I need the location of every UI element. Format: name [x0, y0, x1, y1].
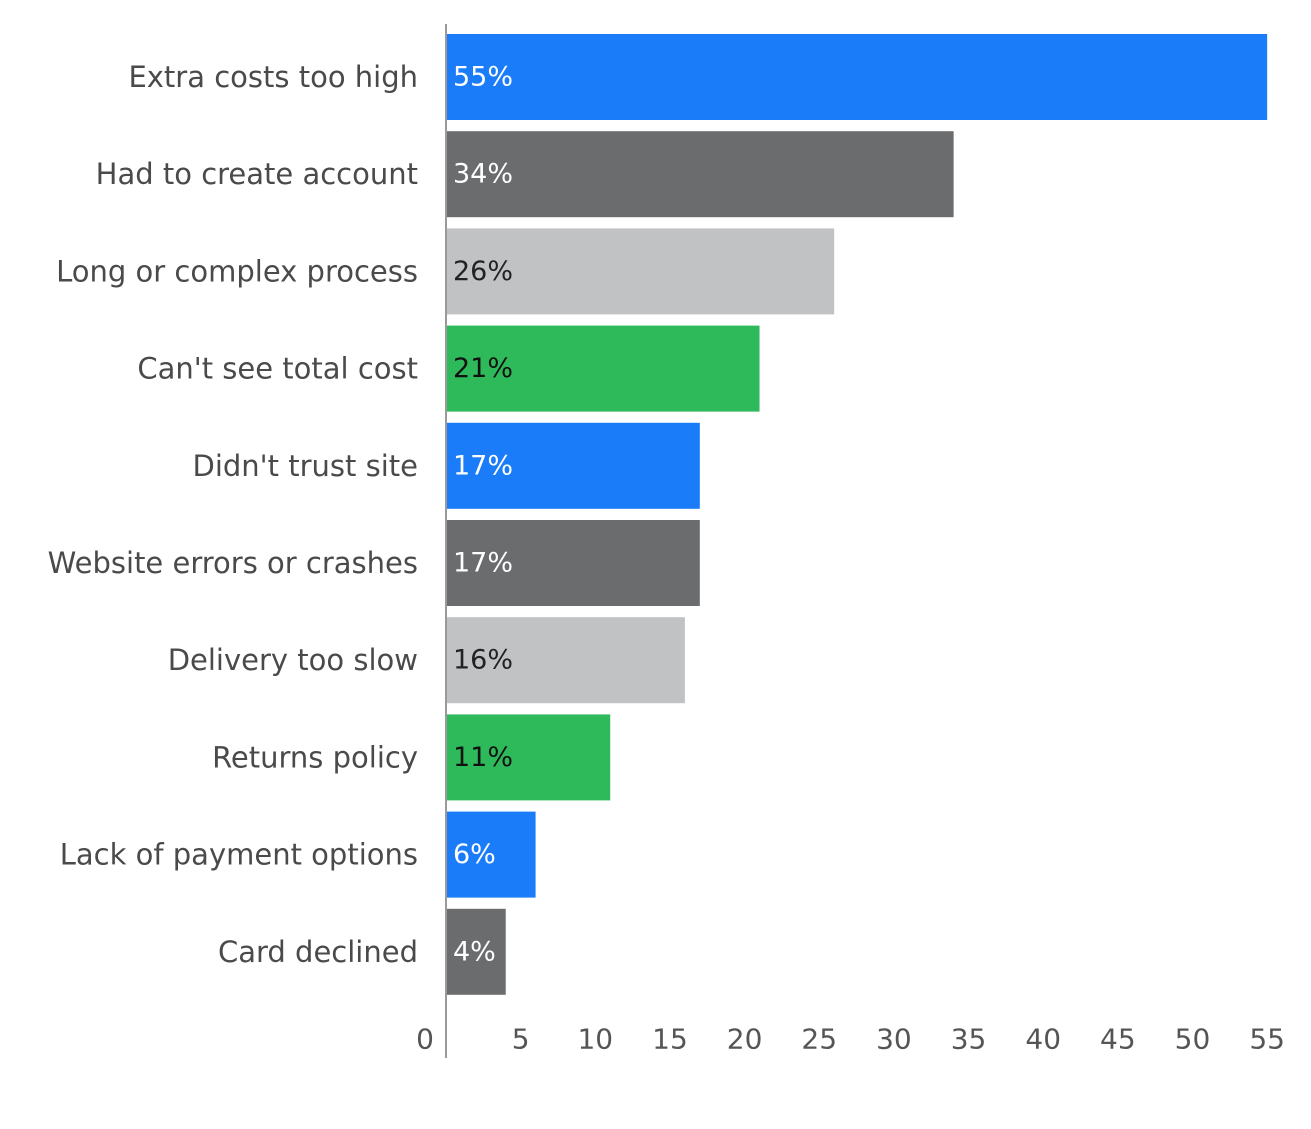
category-label: Card declined	[218, 935, 418, 969]
bar-value-label: 17%	[453, 450, 513, 481]
bar-value-label: 21%	[453, 353, 513, 384]
x-tick-label: 55	[1249, 1023, 1285, 1056]
category-label: Website errors or crashes	[48, 546, 418, 580]
bar	[447, 34, 1268, 120]
bar-value-label: 16%	[453, 645, 513, 676]
bar	[447, 714, 611, 801]
category-label: Had to create account	[96, 157, 418, 191]
x-tick-label: 15	[652, 1023, 688, 1056]
x-tick-label: 5	[512, 1023, 530, 1056]
category-label: Delivery too slow	[168, 643, 418, 677]
x-tick-label: 25	[801, 1023, 837, 1056]
x-tick-label: 20	[727, 1023, 763, 1056]
bar	[447, 325, 760, 412]
x-tick-label: 30	[876, 1023, 912, 1056]
x-tick-label: 45	[1100, 1023, 1136, 1056]
bar-value-label: 17%	[453, 548, 513, 579]
category-label: Didn't trust site	[193, 449, 419, 483]
bar-value-label: 26%	[453, 256, 513, 287]
bar	[447, 131, 954, 218]
bar-value-label: 6%	[453, 839, 496, 870]
bar	[447, 228, 835, 315]
bar	[447, 520, 700, 606]
bar	[447, 617, 685, 704]
bar	[447, 811, 536, 898]
x-tick-label: 10	[577, 1023, 613, 1056]
x-tick-label: 40	[1025, 1023, 1061, 1056]
category-label: Extra costs too high	[128, 60, 418, 94]
x-tick-label: 50	[1175, 1023, 1211, 1056]
category-label: Returns policy	[212, 740, 418, 774]
category-label: Long or complex process	[56, 254, 418, 288]
bar-value-label: 34%	[453, 159, 513, 190]
bars-layer	[447, 34, 1268, 995]
bar-value-label: 4%	[453, 936, 496, 967]
x-tick-label: 35	[951, 1023, 987, 1056]
bar	[447, 908, 506, 995]
category-label: Can't see total cost	[137, 352, 418, 386]
bar-value-label: 55%	[453, 62, 513, 93]
category-label: Lack of payment options	[60, 838, 418, 872]
bar-value-label: 11%	[453, 742, 513, 773]
bar	[447, 422, 700, 509]
x-axis-ticks: 0 5 10 15 20 25 30 35 40 45 50 55	[416, 1023, 1285, 1056]
value-labels-layer: 55% 34% 26% 21% 17% 17% 16% 11% 6% 4%	[453, 62, 513, 968]
x-tick-label: 0	[416, 1023, 434, 1056]
category-labels-layer: Extra costs too high Had to create accoun…	[48, 60, 418, 969]
